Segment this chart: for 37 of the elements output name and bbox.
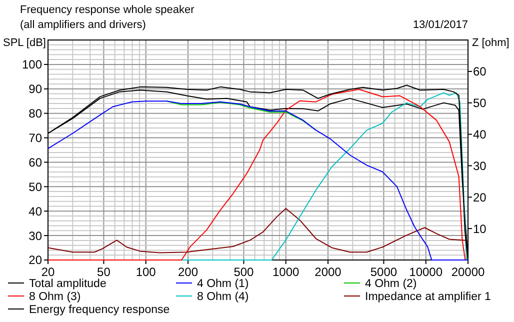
chart-subtitle: (all amplifiers and drivers) bbox=[20, 19, 146, 31]
x-tick-label: 5000 bbox=[370, 265, 398, 279]
y2-tick-label: 10 bbox=[473, 222, 487, 236]
y2-axis-title: Z [ohm] bbox=[472, 37, 510, 49]
legend-label: 8 Ohm (4) bbox=[197, 291, 249, 304]
y2-tick-label: 20 bbox=[473, 190, 487, 204]
y-tick-label: 30 bbox=[28, 228, 42, 243]
y2-tick-label: 30 bbox=[473, 158, 487, 173]
y2-tick-label: 60 bbox=[473, 64, 487, 79]
x-tick-label: 20 bbox=[41, 265, 55, 279]
x-tick-label: 1000 bbox=[272, 265, 300, 279]
x-tick-label: 500 bbox=[234, 265, 254, 279]
x-tick-label: 2000 bbox=[314, 265, 342, 279]
legend-label: 4 Ohm (2) bbox=[365, 278, 417, 290]
x-tick-label: 20000 bbox=[451, 265, 486, 279]
y-tick-label: 100 bbox=[22, 58, 42, 72]
y-tick-label: 90 bbox=[28, 82, 42, 96]
legend-label: Energy frequency response bbox=[29, 304, 170, 316]
legend-label: Impedance at amplifier 1 bbox=[365, 291, 491, 304]
y-tick-label: 60 bbox=[28, 155, 42, 170]
y-tick-label: 20 bbox=[28, 253, 42, 268]
legend-label: Total amplitude bbox=[29, 278, 106, 290]
text: 13/01/2017 bbox=[412, 19, 468, 31]
y2-tick-label: 40 bbox=[473, 127, 487, 142]
legend-label: 8 Ohm (3) bbox=[29, 291, 81, 304]
x-tick-label: 100 bbox=[136, 265, 156, 279]
chart-title: Frequency response whole speaker bbox=[20, 4, 195, 16]
y-tick-label: 40 bbox=[28, 204, 42, 218]
x-tick-label: 10000 bbox=[409, 265, 443, 279]
x-tick-label: 200 bbox=[178, 265, 198, 279]
y-tick-label: 50 bbox=[28, 180, 42, 194]
y-tick-label: 80 bbox=[28, 106, 42, 121]
y2-tick-label: 50 bbox=[473, 96, 487, 110]
y-tick-label: 70 bbox=[28, 130, 42, 145]
legend-label: 4 Ohm (1) bbox=[197, 278, 249, 290]
x-tick-label: 50 bbox=[97, 265, 111, 279]
y-axis-title: SPL [dB] bbox=[2, 37, 46, 49]
